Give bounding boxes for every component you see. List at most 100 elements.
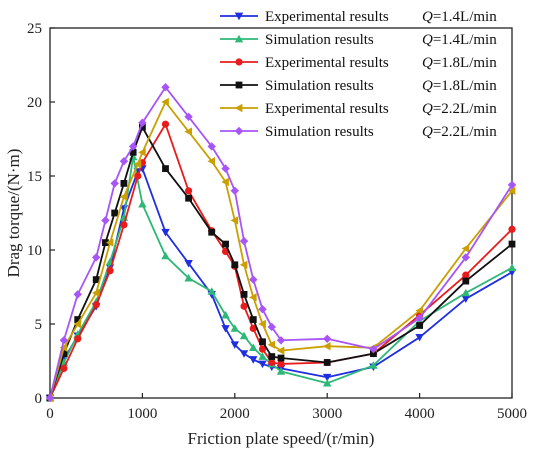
legend-flow-rate: Q=1.8L/min: [422, 55, 497, 71]
x-tick-label: 3000: [312, 406, 342, 422]
legend-flow-rate: Q=2.2L/min: [422, 124, 497, 140]
legend-label: Simulation results: [265, 78, 374, 94]
x-tick-label: 0: [46, 406, 54, 422]
data-point: [277, 354, 285, 362]
data-point: [508, 240, 516, 248]
axes-frame: [49, 27, 513, 399]
data-point: [239, 350, 249, 358]
data-point: [162, 165, 169, 172]
data-point: [110, 179, 119, 188]
y-tick-label: 10: [27, 243, 42, 259]
legend-entry: Simulation results Q=1.4L/min: [220, 32, 497, 48]
data-point: [258, 360, 267, 369]
legend-swatch-marker: [234, 34, 244, 43]
data-point: [221, 310, 230, 319]
data-point: [221, 177, 229, 187]
data-point: [120, 180, 128, 187]
tick-labels: 0 1000 2000 3000 4000 5000 0 5 10 15 20 25: [27, 21, 527, 422]
y-axis-title: Drag torque/(N·m): [4, 149, 23, 278]
x-tick-label: 5000: [497, 406, 527, 422]
x-tick-label: 2000: [220, 406, 250, 422]
data-point: [119, 157, 129, 166]
legend-label: Experimental results: [265, 55, 389, 71]
data-point: [323, 379, 332, 387]
data-point: [59, 343, 68, 352]
data-point: [73, 290, 82, 299]
series-6: [45, 83, 517, 403]
x-tick-label: 4000: [405, 406, 435, 422]
data-point: [74, 335, 82, 343]
legend-swatch-marker: [235, 81, 243, 89]
data-point: [507, 186, 516, 195]
y-tick-label: 15: [27, 169, 42, 185]
data-point: [184, 112, 193, 121]
legend-swatch-marker: [235, 58, 243, 66]
data-point: [230, 186, 239, 195]
data-point: [120, 221, 128, 229]
data-point: [119, 192, 128, 201]
data-point: [323, 342, 331, 351]
data-point: [184, 259, 193, 268]
data-point: [221, 325, 230, 333]
data-point: [185, 194, 192, 202]
legend-label: Simulation results: [265, 32, 374, 48]
data-point: [222, 240, 229, 248]
y-tick-label: 25: [27, 21, 42, 37]
data-point: [416, 322, 423, 329]
data-point: [268, 358, 276, 367]
data-point: [276, 336, 286, 345]
data-point: [102, 239, 109, 246]
series-layer: [45, 83, 517, 403]
x-tick-label: 1000: [127, 406, 157, 422]
data-point: [221, 164, 230, 173]
data-point: [415, 306, 423, 315]
data-point: [258, 305, 267, 314]
data-point: [369, 361, 378, 369]
legend-swatch-marker: [234, 126, 244, 136]
legend-entry: Experimental results Q=2.2L/min: [220, 101, 497, 117]
data-point: [230, 216, 239, 225]
data-point: [161, 97, 169, 107]
data-point: [60, 350, 68, 357]
legend: Experimental results Q=1.4L/min Simulation…: [220, 9, 497, 140]
data-point: [267, 322, 276, 332]
data-point: [239, 331, 249, 340]
data-point: [507, 180, 517, 190]
legend-entry: Experimental results Q=1.8L/min: [220, 55, 497, 71]
data-point: [138, 199, 147, 208]
data-point: [461, 253, 470, 262]
data-point: [184, 127, 192, 136]
data-point: [462, 277, 470, 285]
data-point: [161, 83, 170, 92]
data-point: [138, 118, 147, 127]
data-point: [323, 334, 332, 343]
legend-swatch-marker: [234, 12, 244, 21]
data-point: [249, 356, 258, 364]
data-point: [92, 276, 100, 283]
legend-flow-rate: Q=1.4L/min: [422, 9, 497, 25]
data-point: [92, 301, 100, 309]
data-point: [268, 353, 276, 360]
legend-flow-rate: Q=1.8L/min: [422, 78, 497, 94]
legend-flow-rate: Q=2.2L/min: [422, 101, 497, 117]
data-point: [259, 338, 266, 346]
data-point: [185, 187, 193, 195]
data-point: [239, 236, 249, 246]
data-point: [249, 293, 257, 302]
data-point: [92, 253, 101, 262]
data-point: [462, 271, 470, 279]
legend-swatch-marker: [234, 103, 243, 113]
x-axis-title: Friction plate speed/(r/min): [188, 429, 375, 448]
data-point: [45, 393, 55, 403]
data-point: [415, 313, 424, 323]
data-point: [208, 228, 216, 236]
data-point: [161, 251, 170, 260]
series-line: [49, 101, 513, 399]
data-point: [161, 120, 170, 128]
data-point: [249, 316, 257, 323]
data-point: [461, 295, 470, 304]
data-point: [184, 273, 193, 282]
data-point: [128, 142, 138, 151]
series-5: [45, 97, 516, 403]
